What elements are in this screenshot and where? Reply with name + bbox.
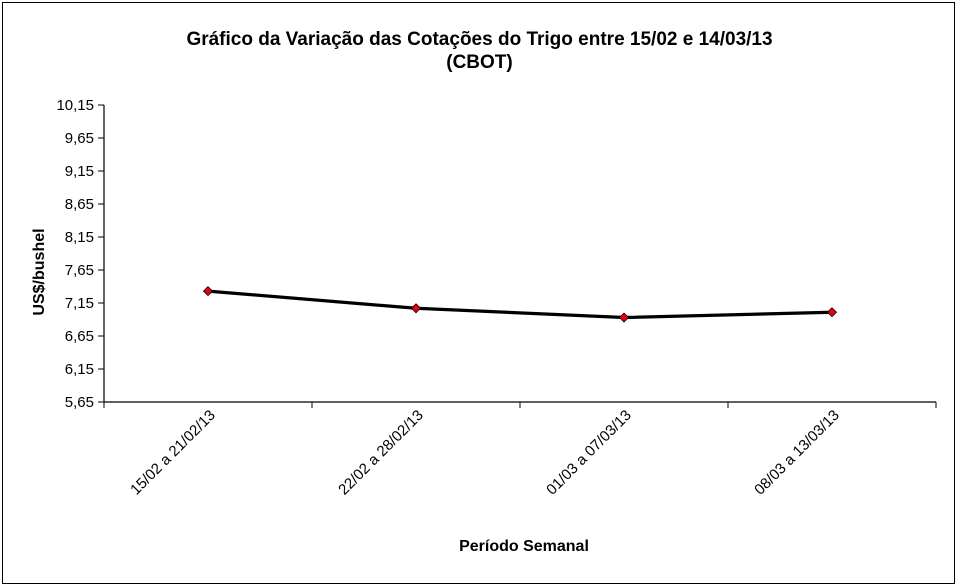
y-tick-label: 7,65 — [65, 262, 94, 279]
y-tick-label: 5,65 — [65, 394, 94, 411]
y-tick-label: 9,65 — [65, 130, 94, 147]
data-point — [618, 312, 630, 323]
chart-title-line2: (CBOT) — [446, 52, 513, 73]
y-axis-ticks: 5,65 6,15 6,65 7,15 7,65 8,15 8,65 9,15 9,65 10,1… — [56, 97, 104, 411]
x-axis-ticks: 15/02 a 21/02/13 22/02 a 28/02/13 01/03 a … — [103, 402, 937, 499]
y-tick-label: 7,15 — [65, 295, 94, 312]
x-tick-label: 15/02 a 21/02/13 — [127, 407, 219, 499]
axes — [103, 105, 936, 403]
series-group — [202, 286, 838, 323]
series-line — [207, 289, 833, 320]
chart-title-line1: Gráfico da Variação das Cotações do Trig… — [186, 29, 773, 50]
y-tick-label: 6,15 — [65, 361, 94, 378]
data-point — [410, 303, 422, 314]
x-tick-label: 01/03 a 07/03/13 — [543, 407, 635, 499]
y-tick-label: 8,15 — [65, 229, 94, 246]
y-tick-label: 9,15 — [65, 163, 94, 180]
y-axis-title: US$/bushel — [31, 228, 48, 315]
x-axis-title: Período Semanal — [459, 538, 589, 555]
y-tick-label: 6,65 — [65, 328, 94, 345]
y-tick-label: 8,65 — [65, 196, 94, 213]
data-point — [826, 307, 838, 318]
chart-title: Gráfico da Variação das Cotações do Trig… — [0, 28, 959, 74]
x-tick-label: 22/02 a 28/02/13 — [335, 407, 427, 499]
y-tick-label: 10,15 — [56, 97, 94, 114]
data-point — [202, 286, 214, 297]
x-tick-label: 08/03 a 13/03/13 — [751, 407, 843, 499]
